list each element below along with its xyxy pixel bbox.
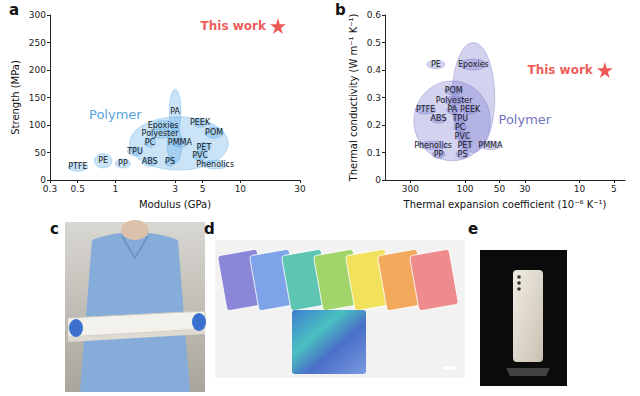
svg-text:200: 200 xyxy=(29,65,46,75)
svg-text:Polyester: Polyester xyxy=(436,96,474,105)
svg-text:PC: PC xyxy=(455,123,466,132)
svg-text:PET: PET xyxy=(197,143,212,152)
svg-text:100: 100 xyxy=(29,120,46,130)
svg-text:PVC: PVC xyxy=(192,151,208,160)
svg-text:This work: This work xyxy=(201,19,267,33)
svg-text:10: 10 xyxy=(574,184,586,194)
svg-text:a: a xyxy=(9,1,19,19)
svg-text:POM: POM xyxy=(445,86,463,95)
svg-text:Phenolics: Phenolics xyxy=(414,141,452,150)
svg-text:PC: PC xyxy=(145,138,156,147)
svg-text:300: 300 xyxy=(402,184,419,194)
svg-text:PS: PS xyxy=(165,157,175,166)
svg-text:PA: PA xyxy=(447,105,457,114)
svg-text:Polymer: Polymer xyxy=(499,112,552,127)
svg-text:50: 50 xyxy=(35,148,47,158)
svg-text:Strength (MPa): Strength (MPa) xyxy=(10,60,21,135)
svg-text:c: c xyxy=(50,220,59,238)
svg-text:0: 0 xyxy=(375,175,381,185)
svg-text:PET: PET xyxy=(458,141,473,150)
svg-text:3: 3 xyxy=(172,184,178,194)
svg-text:e: e xyxy=(468,220,478,238)
svg-text:Polyester: Polyester xyxy=(142,129,180,138)
svg-text:1: 1 xyxy=(112,184,118,194)
svg-text:POM: POM xyxy=(205,128,223,137)
svg-text:ABS: ABS xyxy=(431,114,447,123)
svg-text:Thermal conductivity (W m⁻¹ K⁻: Thermal conductivity (W m⁻¹ K⁻¹) xyxy=(348,13,359,182)
svg-text:Phenolics: Phenolics xyxy=(196,160,234,169)
svg-text:5: 5 xyxy=(611,184,617,194)
svg-text:Modulus (GPa): Modulus (GPa) xyxy=(139,199,211,210)
svg-text:ABS: ABS xyxy=(142,157,158,166)
svg-text:PVC: PVC xyxy=(455,132,471,141)
svg-text:50: 50 xyxy=(494,184,506,194)
svg-text:300: 300 xyxy=(29,10,46,20)
svg-text:PE: PE xyxy=(431,60,441,69)
svg-text:0.6: 0.6 xyxy=(367,10,382,20)
svg-text:0.4: 0.4 xyxy=(367,65,382,75)
svg-text:5: 5 xyxy=(200,184,206,194)
svg-text:0.5: 0.5 xyxy=(367,38,381,48)
svg-text:150: 150 xyxy=(29,93,46,103)
svg-text:PTFE: PTFE xyxy=(416,105,435,114)
svg-text:30: 30 xyxy=(519,184,531,194)
svg-text:PTFE: PTFE xyxy=(68,162,87,171)
svg-text:d: d xyxy=(204,220,215,238)
svg-text:PMMA: PMMA xyxy=(168,138,193,147)
svg-text:0.2: 0.2 xyxy=(367,120,381,130)
svg-text:100: 100 xyxy=(456,184,473,194)
svg-text:b: b xyxy=(335,1,346,19)
svg-text:PS: PS xyxy=(458,150,468,159)
svg-text:PP: PP xyxy=(434,150,444,159)
svg-text:PP: PP xyxy=(118,159,128,168)
svg-text:Epoxies: Epoxies xyxy=(458,60,489,69)
svg-text:0.3: 0.3 xyxy=(43,184,57,194)
svg-text:30: 30 xyxy=(294,184,306,194)
svg-text:TPU: TPU xyxy=(126,147,143,156)
svg-text:0.1: 0.1 xyxy=(367,148,381,158)
svg-text:0.5: 0.5 xyxy=(71,184,85,194)
svg-text:PE: PE xyxy=(98,156,108,165)
svg-text:0.3: 0.3 xyxy=(367,93,381,103)
svg-text:Epoxies: Epoxies xyxy=(148,121,179,130)
svg-text:Polymer: Polymer xyxy=(89,107,142,122)
svg-text:250: 250 xyxy=(29,38,46,48)
svg-text:PA: PA xyxy=(170,107,180,116)
svg-text:PEEK: PEEK xyxy=(460,105,481,114)
svg-text:PMMA: PMMA xyxy=(478,141,503,150)
svg-text:TPU: TPU xyxy=(451,114,468,123)
svg-text:PEEK: PEEK xyxy=(190,118,211,127)
svg-text:0: 0 xyxy=(40,175,46,185)
svg-text:This work: This work xyxy=(527,63,593,77)
svg-text:10: 10 xyxy=(235,184,247,194)
svg-text:Thermal expansion coefficient: Thermal expansion coefficient (10⁻⁶ K⁻¹) xyxy=(403,199,607,210)
